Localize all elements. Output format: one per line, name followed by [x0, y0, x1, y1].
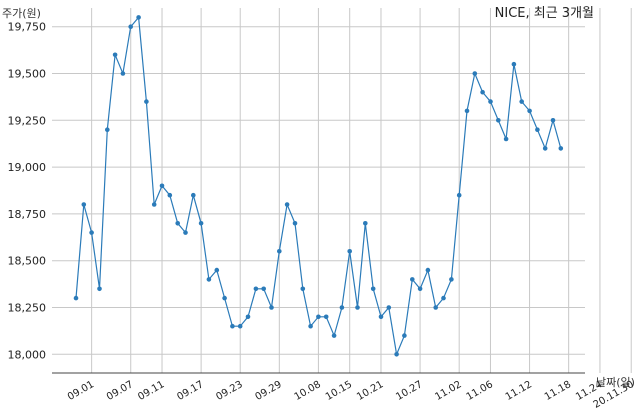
price-point: [511, 61, 517, 67]
price-point: [206, 277, 212, 282]
x-tick-label: 11.06: [465, 379, 495, 403]
y-tick-label: 18,250: [8, 301, 47, 314]
price-point: [488, 99, 493, 104]
x-tick-label: 09.07: [105, 379, 135, 403]
price-point: [151, 202, 157, 207]
x-axis-label: 날짜(일): [596, 375, 635, 389]
x-tick-label: 11.12: [504, 379, 534, 403]
price-point: [323, 314, 329, 320]
price-point: [214, 267, 220, 273]
x-tick-label: 10.08: [293, 379, 323, 403]
x-tick-label: 10.21: [355, 379, 385, 403]
price-point: [394, 352, 399, 357]
price-point: [144, 99, 149, 104]
price-point: [402, 333, 407, 338]
price-point: [198, 221, 204, 226]
price-point: [456, 192, 462, 198]
price-point: [136, 15, 141, 20]
price-point: [550, 118, 556, 123]
price-point: [464, 108, 470, 114]
x-tick-label: 10.15: [324, 379, 354, 403]
x-tick-label: 09.29: [254, 379, 284, 403]
y-axis-label: 주가(원): [2, 7, 41, 20]
price-point: [441, 295, 446, 301]
price-point: [449, 277, 454, 282]
x-tick-label: 10.27: [394, 379, 424, 403]
price-point: [363, 221, 368, 226]
price-point: [355, 305, 360, 310]
price-point: [175, 221, 180, 226]
y-tick-label: 18,000: [8, 348, 47, 361]
x-tick-label: 09.23: [214, 379, 244, 403]
y-tick-label: 18,500: [8, 255, 47, 268]
price-point: [245, 314, 251, 320]
price-point: [230, 323, 235, 329]
price-point: [120, 71, 126, 76]
y-tick-label: 19,000: [8, 161, 47, 174]
chart-title: NICE, 최근 3개월: [495, 6, 594, 21]
price-point: [112, 52, 118, 58]
x-tick-label: 11.02: [433, 379, 463, 403]
x-tick-label: 09.11: [136, 379, 166, 403]
x-tick-label: 09.01: [66, 379, 96, 403]
price-point: [300, 286, 306, 292]
price-points: [73, 15, 564, 357]
y-tick-label: 18,750: [8, 208, 47, 221]
price-point: [183, 230, 188, 235]
price-point: [527, 108, 532, 114]
price-point: [277, 249, 282, 254]
price-point: [410, 277, 415, 282]
price-point: [128, 24, 133, 30]
price-point: [73, 295, 79, 301]
price-point: [292, 221, 298, 226]
x-tick-labels: 09.01 09.07 09.11 09.17 09.23 09.29 10.08 10.15…: [66, 379, 636, 411]
price-point: [542, 146, 548, 151]
price-point: [159, 183, 165, 189]
price-point: [261, 286, 267, 292]
price-point: [347, 249, 353, 254]
price-point: [284, 202, 290, 207]
price-point: [433, 305, 439, 310]
price-point: [105, 127, 110, 132]
y-tick-label: 19,750: [8, 21, 47, 34]
price-point: [519, 99, 524, 104]
price-point: [339, 305, 345, 310]
price-point: [222, 295, 227, 301]
y-tick-label: 19,500: [8, 68, 47, 81]
price-point: [237, 323, 243, 329]
price-point: [425, 267, 431, 273]
price-point: [191, 192, 196, 198]
price-point: [81, 202, 87, 207]
price-point: [496, 118, 501, 123]
price-point: [167, 192, 173, 198]
price-point: [316, 314, 321, 320]
x-tick-label: 09.17: [175, 379, 205, 403]
price-point: [89, 230, 94, 235]
price-point: [417, 286, 423, 292]
price-point: [535, 127, 540, 132]
price-point: [331, 333, 337, 338]
y-tick-labels: 18,000 18,250 18,500 18,750 19,000 19,250 19,5…: [8, 21, 47, 362]
y-tick-label: 19,250: [8, 114, 47, 127]
price-point: [308, 323, 313, 329]
price-point: [472, 71, 478, 76]
x-tick-label: 11.18: [543, 379, 573, 403]
price-point: [370, 286, 376, 292]
price-point: [480, 89, 485, 95]
price-point: [503, 136, 509, 142]
price-point: [378, 314, 384, 320]
price-point: [269, 305, 274, 310]
grid-lines: [52, 8, 632, 373]
price-point: [558, 146, 564, 151]
price-point: [253, 286, 259, 292]
price-point: [386, 305, 392, 310]
price-point: [97, 286, 102, 292]
